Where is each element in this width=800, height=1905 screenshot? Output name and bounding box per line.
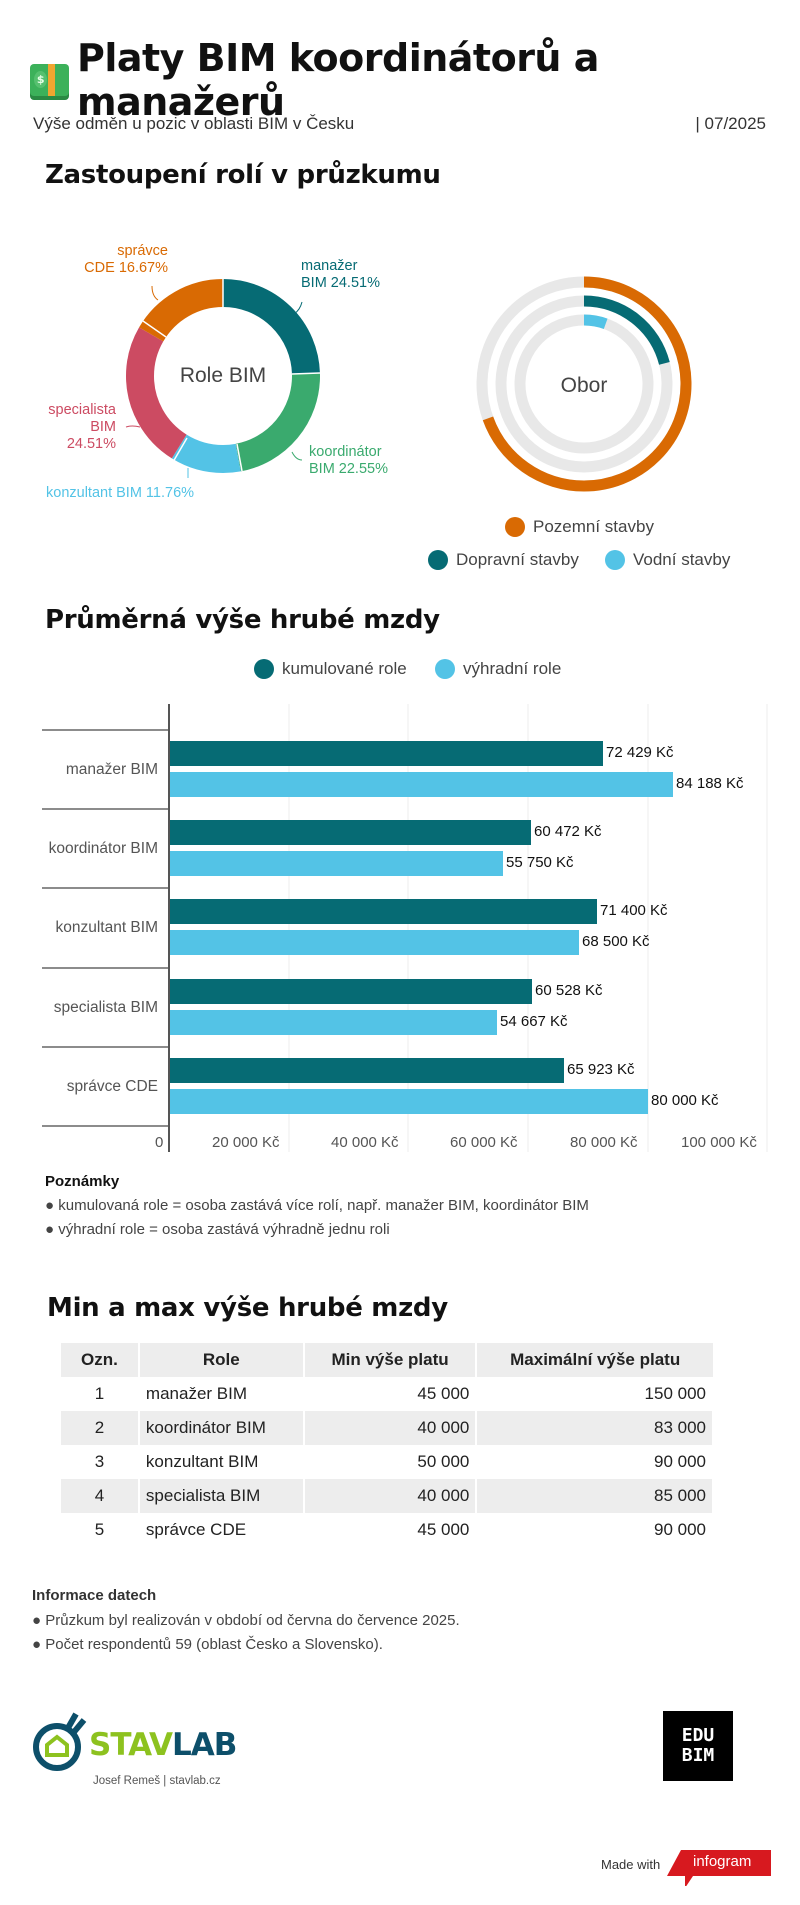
- label-koordinator: koordinátor BIM 22.55%: [309, 444, 388, 477]
- field-rings-chart: Obor: [476, 276, 692, 492]
- table-row: 3 konzultant BIM 50 000 90 000: [61, 1445, 714, 1479]
- roles-donut-chart: Role BIM: [125, 279, 321, 478]
- value-label: 84 188 Kč: [676, 775, 744, 792]
- value-label: 71 400 Kč: [600, 902, 668, 919]
- table-header-row: Ozn. Role Min výše platu Maximální výše …: [61, 1343, 713, 1377]
- money-icon: $: [30, 64, 69, 96]
- legend-dot-icon: [605, 550, 625, 570]
- notes-list: ● kumulovaná role = osoba zastává více r…: [45, 1194, 589, 1242]
- category-label: správce CDE: [66, 1078, 158, 1095]
- info-item: ● Počet respondentů 59 (oblast Česko a S…: [32, 1636, 383, 1653]
- legend-dot-icon: [505, 517, 525, 537]
- category-label: specialista BIM: [53, 999, 158, 1016]
- date-label: | 07/2025: [695, 114, 766, 133]
- x-tick: 60 000 Kč: [450, 1134, 518, 1151]
- note-item: ● kumulovaná role = osoba zastává více r…: [45, 1197, 589, 1214]
- value-label: 54 667 Kč: [500, 1013, 568, 1030]
- series-vyhradni: [170, 772, 673, 1114]
- bar[interactable]: [170, 820, 531, 845]
- x-tick: 80 000 Kč: [570, 1134, 638, 1151]
- legend-item-vodni[interactable]: Vodní stavby: [605, 550, 730, 570]
- notes-title: Poznámky: [45, 1173, 120, 1190]
- legend-dot-icon: [435, 659, 455, 679]
- page-title: $ Platy BIM koordinátorů a manažerů: [30, 36, 800, 124]
- legend-item-vyhradni[interactable]: výhradní role: [435, 659, 561, 679]
- value-label: 68 500 Kč: [582, 933, 650, 950]
- ring-dopravni[interactable]: [495, 295, 673, 473]
- logo-text-stav: STAV: [89, 1727, 173, 1763]
- note-item: ● výhradní role = osoba zastává výhradně…: [45, 1221, 390, 1238]
- bar[interactable]: [170, 772, 673, 797]
- info-list: ● Průzkum byl realizován v období od čer…: [32, 1609, 460, 1657]
- edubim-logo[interactable]: EDU BIM: [663, 1711, 733, 1781]
- infogram-logo-icon: [667, 1850, 771, 1886]
- stavlab-logo[interactable]: STAVLAB Josef Remeš | stavlab.cz: [30, 1710, 250, 1790]
- infogram-text: infogram: [693, 1853, 752, 1870]
- ring-vodni[interactable]: [514, 314, 654, 454]
- info-item: ● Průzkum byl realizován v období od čer…: [32, 1612, 460, 1629]
- legend-item-kumulovane[interactable]: kumulované role: [254, 659, 407, 679]
- table-row: 4 specialista BIM 40 000 85 000: [61, 1479, 714, 1513]
- legend-item-dopravni[interactable]: Dopravní stavby: [428, 550, 579, 570]
- author-credit: Josef Remeš | stavlab.cz: [93, 1775, 221, 1787]
- slice-konzultant[interactable]: [126, 279, 320, 473]
- donut-center-label: Role BIM: [180, 364, 266, 387]
- bar[interactable]: [170, 930, 579, 955]
- rings-center-label: Obor: [561, 374, 608, 397]
- label-specialista: specialista BIM 24.51%: [48, 402, 116, 452]
- col-header: Maximální výše platu: [476, 1343, 713, 1377]
- value-label: 80 000 Kč: [651, 1092, 719, 1109]
- slice-specialista[interactable]: [126, 279, 320, 473]
- section-title-avg-salary: Průměrná výše hrubé mzdy: [45, 605, 440, 635]
- value-label: 55 750 Kč: [506, 854, 574, 871]
- subtitle: Výše odměn u pozic v oblasti BIM v Česku: [33, 114, 355, 133]
- section-title-min-max: Min a max výše hrubé mzdy: [47, 1293, 448, 1323]
- bar[interactable]: [170, 1089, 648, 1114]
- table-row: 5 správce CDE 45 000 90 000: [61, 1513, 714, 1547]
- made-with-label: Made with: [601, 1857, 661, 1872]
- label-spravce: správce CDE 16.67%: [84, 243, 168, 276]
- bar[interactable]: [170, 899, 597, 924]
- value-label: 60 472 Kč: [534, 823, 602, 840]
- bar[interactable]: [170, 1010, 497, 1035]
- slice-koordinator[interactable]: [126, 279, 320, 473]
- bar[interactable]: [170, 979, 532, 1004]
- logo-text-lab: LAB: [171, 1727, 237, 1763]
- category-label: koordinátor BIM: [48, 840, 158, 857]
- value-label: 72 429 Kč: [606, 744, 674, 761]
- x-tick: 20 000 Kč: [212, 1134, 280, 1151]
- label-konzultant: konzultant BIM 11.76%: [46, 485, 195, 501]
- series-kumulovane: [170, 741, 603, 1083]
- x-tick: 40 000 Kč: [331, 1134, 399, 1151]
- col-header: Min výše platu: [303, 1343, 478, 1377]
- min-max-table: Ozn. Role Min výše platu Maximální výše …: [61, 1343, 714, 1547]
- legend-dot-icon: [428, 550, 448, 570]
- x-tick: 0: [155, 1134, 164, 1151]
- bar[interactable]: [170, 851, 503, 876]
- col-header: Role: [138, 1343, 305, 1377]
- value-label: 65 923 Kč: [567, 1061, 635, 1078]
- legend-item-pozemni[interactable]: Pozemní stavby: [505, 517, 654, 537]
- category-label: konzultant BIM: [55, 919, 158, 936]
- bar[interactable]: [170, 1058, 564, 1083]
- table-row: 1 manažer BIM 45 000 150 000: [61, 1377, 714, 1411]
- value-label: 60 528 Kč: [535, 982, 603, 999]
- category-label: manažer BIM: [65, 761, 158, 778]
- col-header: Ozn.: [61, 1343, 140, 1377]
- page-title-text: Platy BIM koordinátorů a manažerů: [76, 36, 599, 124]
- label-manazer: manažer BIM 24.51%: [301, 258, 380, 291]
- info-title: Informace datech: [32, 1587, 157, 1604]
- bar[interactable]: [170, 741, 603, 766]
- legend-dot-icon: [254, 659, 274, 679]
- avg-salary-bar-chart: [42, 704, 768, 1152]
- flask-icon: [33, 1712, 87, 1771]
- x-tick: 100 000 Kč: [681, 1134, 757, 1151]
- section-title-roles: Zastoupení rolí v průzkumu: [45, 160, 441, 190]
- table-row: 2 koordinátor BIM 40 000 83 000: [61, 1411, 714, 1445]
- ring-pozemni[interactable]: [476, 276, 692, 492]
